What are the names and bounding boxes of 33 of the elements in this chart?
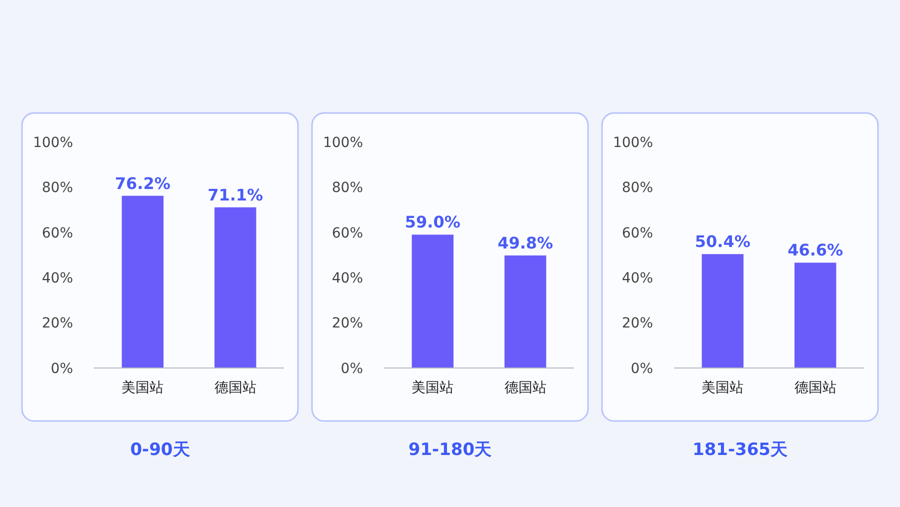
data-label: 46.6% — [788, 240, 844, 260]
y-tick-label: 0% — [50, 360, 73, 377]
y-tick-label: 0% — [630, 360, 653, 377]
data-label: 59.0% — [404, 212, 460, 232]
x-tick-label: 德国站 — [794, 380, 836, 396]
x-axis-title: 0-90天 — [130, 440, 190, 460]
x-tick-label: 美国站 — [702, 380, 744, 396]
data-label: 50.4% — [694, 232, 750, 252]
y-tick-label: 60% — [332, 225, 363, 242]
y-tick-label: 100% — [612, 134, 653, 151]
y-tick-label: 80% — [332, 180, 363, 196]
y-tick-label: 0% — [340, 360, 363, 377]
y-tick-label: 60% — [42, 225, 73, 242]
y-tick-label: 20% — [622, 316, 653, 332]
y-tick-label: 20% — [332, 316, 363, 332]
y-tick-label: 40% — [42, 270, 73, 286]
data-label: 49.8% — [498, 233, 554, 252]
data-label: 71.1% — [208, 185, 264, 204]
y-tick-label: 80% — [622, 180, 653, 196]
x-tick-label: 德国站 — [504, 380, 546, 396]
x-axis-title: 181-365天 — [692, 440, 788, 460]
y-tick-label: 40% — [332, 270, 363, 286]
x-tick-label: 德国站 — [214, 380, 256, 396]
x-axis-title: 91-180天 — [408, 440, 492, 460]
y-tick-label: 80% — [42, 180, 73, 196]
x-tick-label: 美国站 — [122, 380, 164, 396]
y-tick-label: 40% — [622, 270, 653, 286]
y-tick-label: 100% — [32, 134, 73, 151]
y-tick-label: 100% — [322, 134, 363, 151]
y-tick-label: 20% — [42, 316, 73, 332]
data-label: 76.2% — [114, 174, 170, 193]
y-tick-label: 60% — [622, 225, 653, 242]
x-tick-label: 美国站 — [412, 380, 454, 396]
